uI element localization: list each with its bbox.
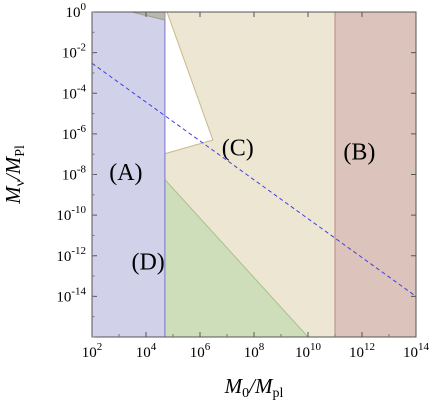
region-label: (A) <box>109 160 142 186</box>
x-axis-title-sub1: 0 <box>242 386 249 401</box>
y-tick-label: 10-14 <box>56 285 86 305</box>
y-tick-exp: -8 <box>77 164 87 176</box>
y-tick-base: 10 <box>56 208 71 224</box>
x-tick-label: 106 <box>190 341 211 361</box>
y-tick-label: 10-10 <box>56 204 86 224</box>
y-axis-title-sub2: Pl <box>13 145 28 157</box>
y-tick-label: 10-6 <box>62 123 87 143</box>
x-tick-label: 1014 <box>403 341 430 361</box>
x-tick-base: 10 <box>403 345 418 361</box>
y-axis-title: Mν/MPl <box>1 145 28 205</box>
x-axis-title-sep: /M <box>248 374 274 398</box>
x-tick-label: 108 <box>244 341 265 361</box>
chart-lines <box>92 62 416 297</box>
y-tick-base: 10 <box>62 46 77 62</box>
y-tick-base: 10 <box>62 127 77 143</box>
region-gray-notch <box>131 12 166 21</box>
axis-ticks: 102 104 106 108 1010 1012 101410010-210-410-61… <box>56 1 429 361</box>
x-tick-label: 104 <box>136 341 157 361</box>
y-tick-base: 10 <box>62 86 77 102</box>
dashed-line <box>92 62 416 297</box>
region-labels: (A) (B) (C) (D) <box>109 136 375 276</box>
y-tick-exp: -2 <box>77 42 86 54</box>
x-tick-base: 10 <box>295 345 310 361</box>
x-tick-label: 102 <box>82 341 103 361</box>
x-tick-base: 10 <box>349 345 364 361</box>
x-axis-title-sub2: pl <box>272 386 283 401</box>
y-tick-exp: -6 <box>77 123 87 135</box>
x-tick-exp: 10 <box>310 341 322 353</box>
chart-regions <box>92 12 416 337</box>
y-tick-exp: -14 <box>71 285 86 297</box>
y-tick-label: 10-4 <box>62 82 87 102</box>
x-tick-label: 1010 <box>295 341 322 361</box>
region-B <box>334 12 416 337</box>
x-tick-base: 10 <box>136 345 151 361</box>
x-tick-exp: 4 <box>151 341 157 353</box>
y-tick-base: 10 <box>56 289 71 305</box>
y-tick-label: 10-2 <box>62 42 86 62</box>
y-tick-exp: -10 <box>71 204 86 216</box>
x-tick-exp: 6 <box>205 341 211 353</box>
y-tick-exp: -12 <box>71 245 86 257</box>
y-tick-base: 10 <box>66 5 81 21</box>
x-axis-title: M0/Mpl <box>224 374 284 401</box>
y-axis-title-main: M <box>1 185 25 205</box>
x-tick-exp: 12 <box>364 341 375 353</box>
y-tick-exp: -4 <box>77 82 87 94</box>
x-axis-title-main: M <box>224 374 244 398</box>
y-tick-base: 10 <box>56 249 71 265</box>
region-label: (D) <box>131 249 164 275</box>
x-tick-exp: 2 <box>97 341 103 353</box>
y-tick-label: 10-12 <box>56 245 86 265</box>
region-label: (B) <box>343 140 375 166</box>
region-label: (C) <box>222 136 254 162</box>
y-axis-title-sub1: ν <box>13 180 28 186</box>
x-tick-base: 10 <box>82 345 97 361</box>
x-tick-exp: 8 <box>259 341 265 353</box>
y-tick-label: 100 <box>66 1 87 21</box>
y-tick-label: 10-8 <box>62 164 87 184</box>
x-tick-base: 10 <box>190 345 205 361</box>
y-axis-title-sep: /M <box>1 155 25 181</box>
y-tick-exp: 0 <box>81 1 87 13</box>
x-tick-label: 1012 <box>349 341 375 361</box>
region-A <box>92 12 166 337</box>
y-tick-base: 10 <box>62 168 77 184</box>
x-tick-exp: 14 <box>418 341 430 353</box>
x-tick-base: 10 <box>244 345 259 361</box>
